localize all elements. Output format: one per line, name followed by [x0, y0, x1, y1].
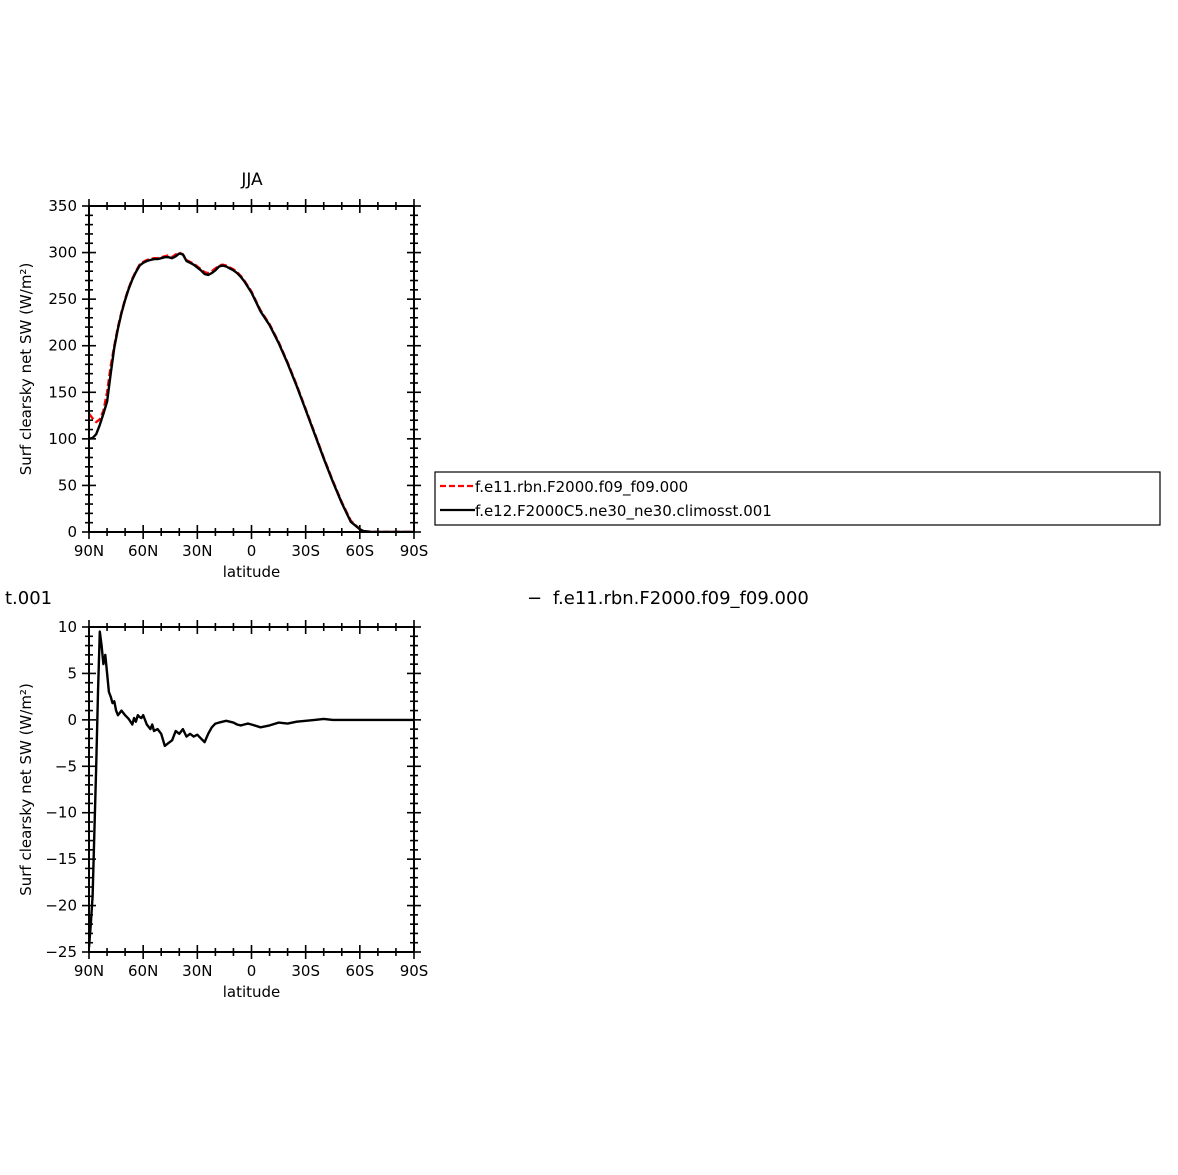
diff-title-left: t.001: [5, 588, 52, 609]
top-xtick-label: 60N: [128, 542, 158, 560]
top-xtick-label: 0: [247, 542, 257, 560]
top-ytick-label: 150: [48, 383, 77, 401]
diff-xtick-label: 90S: [400, 962, 429, 980]
diff-xtick-label: 60N: [128, 962, 158, 980]
top-frame: [88, 205, 415, 533]
diff-title-dash: −: [527, 588, 542, 609]
diff-series-0: [89, 630, 414, 948]
diff-ytick-label: −15: [45, 850, 77, 868]
diff-xtick-label: 90N: [74, 962, 104, 980]
diff-title-right: f.e11.rbn.F2000.f09_f09.000: [553, 588, 809, 609]
top-xtick-label: 60S: [346, 542, 375, 560]
top-xlabel: latitude: [223, 563, 281, 581]
diff-ytick-label: −20: [45, 897, 77, 915]
diff-ylabel: Surf clearsky net SW (W/m²): [17, 683, 35, 896]
top-xtick-label: 30N: [182, 542, 212, 560]
legend-label-0: f.e11.rbn.F2000.f09_f09.000: [475, 478, 688, 497]
top-ylabel: Surf clearsky net SW (W/m²): [17, 263, 35, 476]
legend-box: [434, 471, 1161, 526]
legend: f.e11.rbn.F2000.f09_f09.000 f.e12.F2000C…: [434, 471, 1161, 526]
diff-frame: [88, 626, 415, 953]
diff-ytick-label: −25: [45, 943, 77, 961]
top-ytick-label: 50: [58, 476, 77, 494]
diff-ytick-label: 0: [67, 711, 77, 729]
diff-xlabel: latitude: [223, 983, 281, 1001]
diff-ytick-label: 5: [67, 664, 77, 682]
diff-xtick-label: 0: [247, 962, 257, 980]
diff-ytick-label: −5: [55, 757, 77, 775]
top-ytick-label: 100: [48, 430, 77, 448]
top-ytick-label: 350: [48, 197, 77, 215]
top-xtick-label: 90S: [400, 542, 429, 560]
diff-xtick-label: 30S: [291, 962, 320, 980]
top-xtick-label: 90N: [74, 542, 104, 560]
top-ytick-label: 0: [67, 523, 77, 541]
top-ytick-label: 300: [48, 244, 77, 262]
top-xtick-label: 30S: [291, 542, 320, 560]
diff-xtick-label: 60S: [346, 962, 375, 980]
top-series-1: [89, 252, 414, 532]
top-plot: 90N 60N 30N 0 30S 60S 90S 0 50 100 150 200 250 300 350…: [17, 197, 428, 581]
diff-xtick-label: 30N: [182, 962, 212, 980]
diff-ytick-label: 10: [58, 618, 77, 636]
top-chart-title: JJA: [240, 170, 263, 190]
diff-ytick-label: −10: [45, 804, 77, 822]
legend-label-1: f.e12.F2000C5.ne30_ne30.climosst.001: [475, 502, 772, 521]
difference-plot: 90N 60N 30N 0 30S 60S 90S −25 −20 −15 −10 −5 0 5 10 lat…: [17, 618, 428, 1001]
top-ytick-label: 250: [48, 290, 77, 308]
top-ytick-label: 200: [48, 337, 77, 355]
